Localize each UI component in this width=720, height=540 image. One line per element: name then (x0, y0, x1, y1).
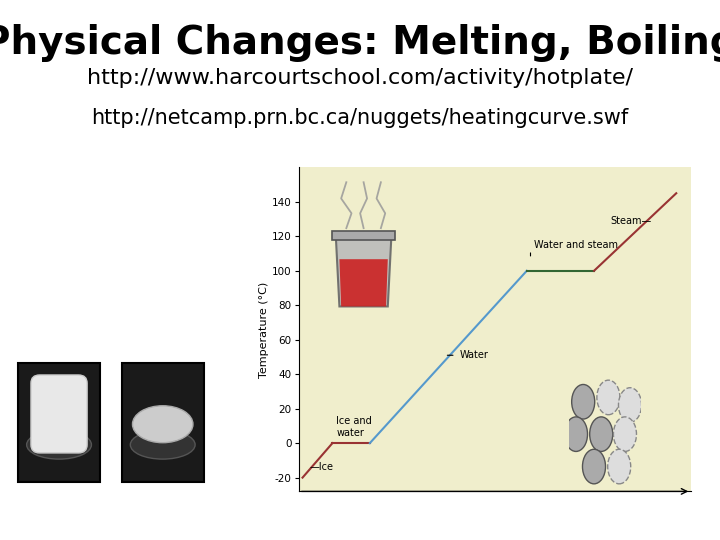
Circle shape (582, 449, 606, 484)
Circle shape (608, 449, 631, 484)
Text: http://netcamp.prn.bc.ca/nuggets/heatingcurve.swf: http://netcamp.prn.bc.ca/nuggets/heating… (91, 108, 629, 128)
Text: Water: Water (459, 350, 488, 360)
Circle shape (590, 417, 613, 451)
Circle shape (618, 388, 642, 422)
Circle shape (564, 417, 588, 451)
FancyBboxPatch shape (122, 363, 204, 482)
Circle shape (572, 384, 595, 419)
Y-axis label: Temperature (°C): Temperature (°C) (259, 281, 269, 377)
Ellipse shape (27, 430, 91, 459)
Text: Steam—: Steam— (611, 216, 652, 226)
Ellipse shape (132, 406, 193, 443)
Circle shape (613, 417, 636, 451)
FancyBboxPatch shape (333, 231, 395, 240)
Text: Water and steam: Water and steam (534, 240, 618, 250)
Text: http://www.harcourtschool.com/activity/hotplate/: http://www.harcourtschool.com/activity/h… (87, 68, 633, 87)
Ellipse shape (130, 430, 195, 459)
Text: Physical Changes: Melting, Boiling: Physical Changes: Melting, Boiling (0, 24, 720, 62)
FancyBboxPatch shape (31, 375, 87, 453)
Polygon shape (336, 239, 391, 307)
Text: —Ice: —Ice (310, 462, 334, 472)
Text: Ice and
water: Ice and water (336, 416, 372, 438)
Polygon shape (339, 259, 388, 307)
Circle shape (597, 380, 620, 415)
FancyBboxPatch shape (18, 363, 100, 482)
